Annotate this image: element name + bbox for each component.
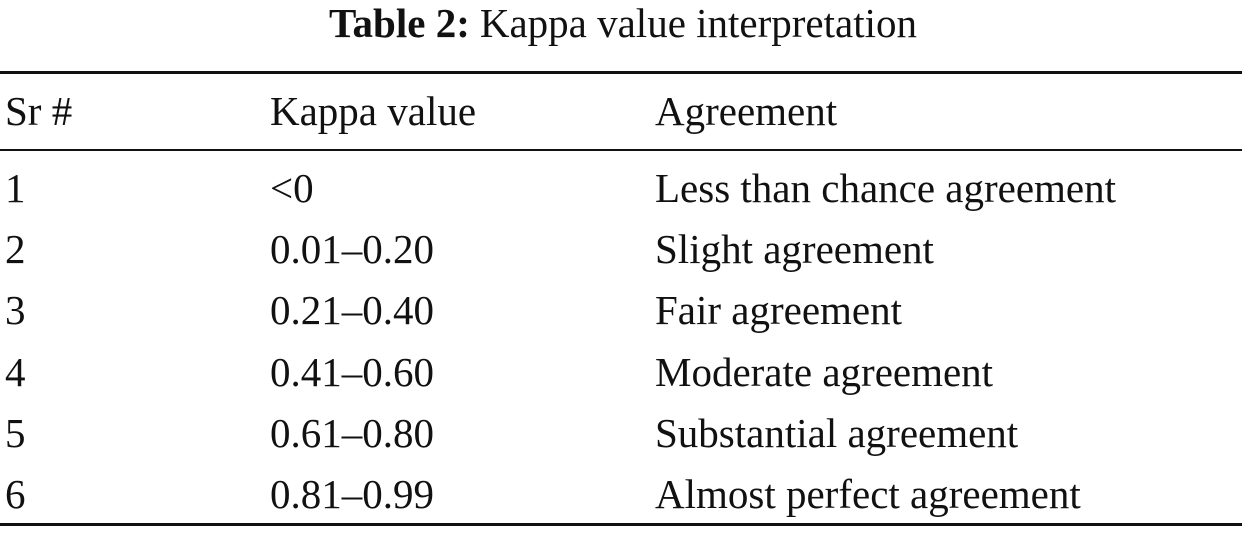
table-cell: 3 <box>5 287 26 334</box>
header-cell: Sr # <box>5 88 73 134</box>
table-cell: Almost perfect agreement <box>655 471 1081 517</box>
table-cell: 0.21–0.40 <box>270 287 434 334</box>
table-cell: Less than chance agreement <box>655 165 1117 211</box>
table-cell: Moderate agreement <box>655 348 994 395</box>
header-rule <box>0 149 1242 151</box>
table-cell: <0 <box>270 165 314 211</box>
table-cell: 0.61–0.80 <box>270 409 434 456</box>
header-cell: Agreement <box>655 88 838 134</box>
table-cell: Substantial agreement <box>655 409 1019 456</box>
table-cell: 1 <box>5 165 26 211</box>
table-cell: 2 <box>5 226 26 273</box>
table-cell: 0.01–0.20 <box>270 226 434 273</box>
table-cell: 5 <box>5 409 26 456</box>
top-rule <box>0 71 1242 74</box>
table-cell: 4 <box>5 348 26 395</box>
table-cell: Slight agreement <box>655 226 934 273</box>
table-caption: Table 2: Kappa value interpretation <box>0 0 1246 46</box>
table-cell: 6 <box>5 471 26 517</box>
table-cell: 0.41–0.60 <box>270 348 434 395</box>
caption-text: Kappa value interpretation <box>479 0 918 46</box>
header-cell: Kappa value <box>270 88 477 134</box>
table-cell: Fair agreement <box>655 287 903 334</box>
table-cell: 0.81–0.99 <box>270 471 434 517</box>
bottom-rule <box>0 523 1242 526</box>
caption-label: Table 2: <box>328 0 470 46</box>
